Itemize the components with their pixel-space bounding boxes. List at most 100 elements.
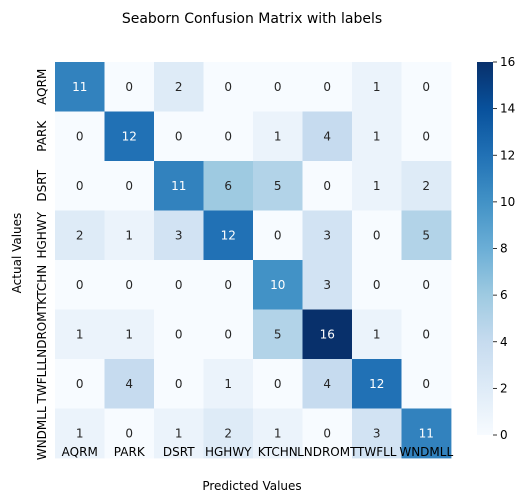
cell-value-label: 3 xyxy=(373,426,381,440)
cell-value-label: 2 xyxy=(224,426,232,440)
cell-value-label: 0 xyxy=(224,327,232,341)
heatmap-cell xyxy=(352,161,402,211)
cell-value-label: 0 xyxy=(125,80,133,94)
heatmap-cell xyxy=(203,309,254,360)
x-tick-label: AQRM xyxy=(62,445,98,459)
colorbar-tick-label: 2 xyxy=(500,381,508,395)
cell-value-label: 2 xyxy=(76,228,84,242)
heatmap-cell xyxy=(352,309,402,360)
cell-value-label: 0 xyxy=(76,377,84,391)
cell-value-label: 1 xyxy=(175,426,183,440)
heatmap-cell xyxy=(302,408,353,459)
cell-value-label: 16 xyxy=(320,327,335,341)
cell-value-label: 0 xyxy=(422,377,430,391)
heatmap-cell xyxy=(104,111,155,162)
cell-value-label: 1 xyxy=(76,327,84,341)
cell-value-label: 0 xyxy=(175,278,183,292)
cell-value-label: 0 xyxy=(373,228,381,242)
heatmap-cell xyxy=(203,359,254,409)
x-tick-labels: AQRM PARK DSRT HGHWY KTCHN LNDROMT TWFLL WNDMLL xyxy=(62,445,454,459)
colorbar-tick-label: 10 xyxy=(500,195,515,209)
heatmap-cell xyxy=(352,260,402,310)
heatmap-cell xyxy=(203,161,254,211)
heatmap-cell xyxy=(302,161,353,211)
cell-value-label: 1 xyxy=(125,327,133,341)
y-axis-label: Actual Values xyxy=(10,213,24,294)
heatmap-cell xyxy=(104,309,155,360)
cell-value-label: 12 xyxy=(369,377,384,391)
heatmap-cell xyxy=(401,62,452,112)
cell-value-label: 4 xyxy=(323,377,331,391)
heatmap-cell xyxy=(203,62,254,112)
y-tick-label: PARK xyxy=(35,120,49,152)
cell-value-label: 0 xyxy=(175,129,183,143)
cell-value-label: 1 xyxy=(373,327,381,341)
heatmap-cell xyxy=(253,260,303,310)
cell-value-label: 0 xyxy=(76,129,84,143)
colorbar-tick-label: 6 xyxy=(500,288,508,302)
cell-value-label: 0 xyxy=(422,80,430,94)
colorbar-ticks: 0 2 4 6 8 10 12 14 16 xyxy=(493,55,515,442)
heatmap-cell xyxy=(55,210,105,261)
cell-value-label: 12 xyxy=(221,228,236,242)
heatmap-cell xyxy=(253,309,303,360)
y-tick-label: LNDROMT xyxy=(35,303,49,364)
heatmap-cell xyxy=(55,62,105,112)
cell-value-label: 5 xyxy=(274,327,282,341)
colorbar-tick-label: 8 xyxy=(500,242,508,256)
colorbar-tick-label: 4 xyxy=(500,335,508,349)
heatmap-cell xyxy=(154,359,204,409)
heatmap-cell xyxy=(352,62,402,112)
y-tick-label: TWFLL xyxy=(35,364,49,405)
heatmap-cell xyxy=(302,111,353,162)
heatmap-cell xyxy=(55,309,105,360)
heatmap-cell xyxy=(401,111,452,162)
cell-value-label: 1 xyxy=(274,129,282,143)
cell-value-label: 1 xyxy=(274,426,282,440)
cell-value-label: 0 xyxy=(76,179,84,193)
cell-value-label: 10 xyxy=(270,278,285,292)
cell-value-label: 0 xyxy=(274,377,282,391)
y-tick-label: KTCHN xyxy=(35,265,49,305)
heatmap-cell xyxy=(203,111,254,162)
cell-value-label: 0 xyxy=(224,80,232,94)
cell-value-label: 0 xyxy=(422,327,430,341)
cell-value-label: 2 xyxy=(175,80,183,94)
cell-value-label: 0 xyxy=(125,426,133,440)
colorbar-tick-label: 0 xyxy=(500,428,508,442)
cell-value-label: 11 xyxy=(419,426,434,440)
heatmap-cell xyxy=(55,161,105,211)
heatmap-cell xyxy=(253,359,303,409)
heatmap-cell xyxy=(104,62,155,112)
heatmap-cell xyxy=(302,309,353,360)
cell-value-label: 5 xyxy=(274,179,282,193)
cell-value-label: 0 xyxy=(125,179,133,193)
heatmap-cell xyxy=(253,161,303,211)
heatmap-cell xyxy=(154,62,204,112)
y-tick-label: HGHWY xyxy=(35,211,49,258)
cell-value-label: 1 xyxy=(373,129,381,143)
cell-value-label: 3 xyxy=(175,228,183,242)
heatmap-cell xyxy=(401,408,452,459)
cell-value-label: 0 xyxy=(175,377,183,391)
x-tick-label: HGHWY xyxy=(205,445,252,459)
heatmap-cells: 11 0 2 0 0 0 1 00 12 0 0 1 4 1 00 0 11 6 5 0 1 22 1 3 12 0 3 0 50 0 0 0… xyxy=(55,62,452,459)
cell-value-label: 4 xyxy=(125,377,133,391)
heatmap-cell xyxy=(401,359,452,409)
x-tick-label: TWFLL xyxy=(356,445,397,459)
heatmap-cell xyxy=(401,210,452,261)
cell-value-label: 0 xyxy=(323,80,331,94)
cell-value-label: 1 xyxy=(125,228,133,242)
cell-value-label: 0 xyxy=(274,228,282,242)
cell-value-label: 0 xyxy=(76,278,84,292)
heatmap-cell xyxy=(253,111,303,162)
heatmap-cell xyxy=(55,111,105,162)
heatmap-cell xyxy=(104,408,155,459)
y-tick-label: WNDMLL xyxy=(35,406,49,460)
y-tick-label: AQRM xyxy=(35,69,49,105)
cell-value-label: 0 xyxy=(274,80,282,94)
y-tick-label: DSRT xyxy=(35,169,49,201)
x-tick-label: LNDROMT xyxy=(297,445,358,459)
